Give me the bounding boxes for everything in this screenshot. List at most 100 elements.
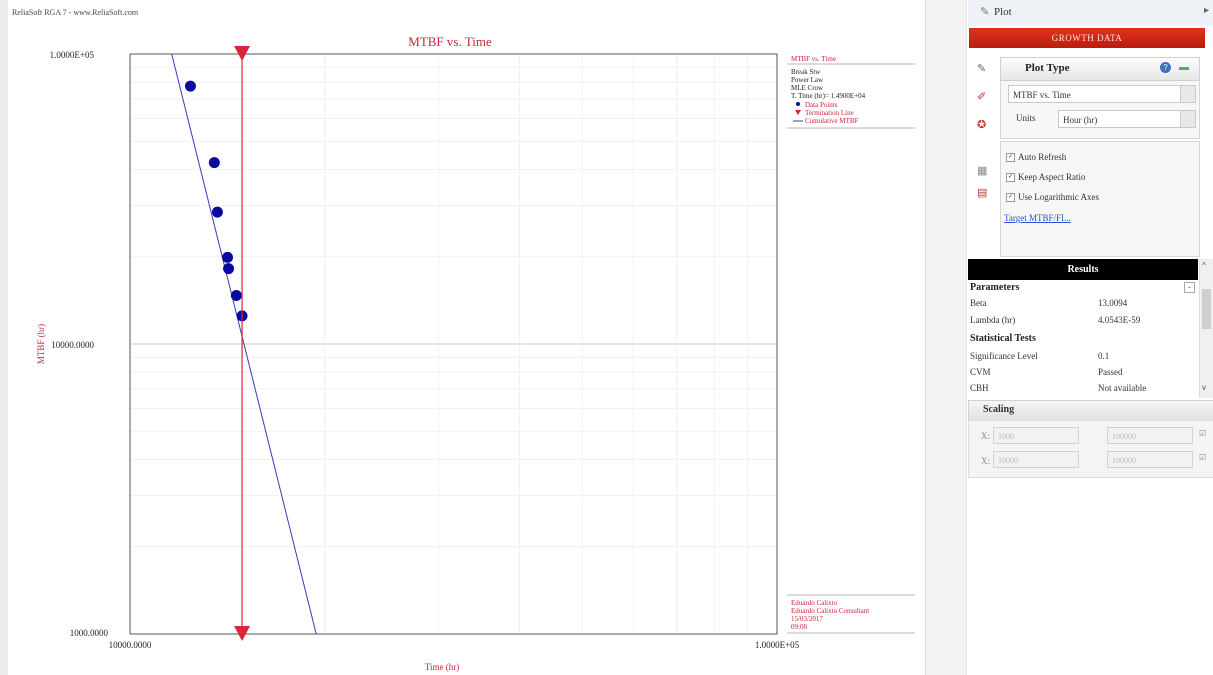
scaling-max-input[interactable]: 100000	[1107, 427, 1193, 444]
scaling-title: Scaling	[983, 404, 1015, 415]
termination-marker-top	[234, 46, 251, 61]
result-key: Beta	[970, 298, 987, 308]
edit-icon[interactable]: ✎	[977, 63, 987, 75]
collapse-icon[interactable]: ▬	[1179, 62, 1189, 73]
footer-line-3: 15/03/2017	[791, 615, 823, 623]
legend-termination-line: Termination Line	[805, 109, 854, 117]
keep-aspect-ratio-label: Keep Aspect Ratio	[1018, 172, 1086, 182]
results-scrollbar[interactable]: ^ v	[1199, 259, 1213, 398]
x-tick-right: 1.0000E+05	[755, 640, 800, 650]
plot-type-select[interactable]: MTBF vs. Time	[1008, 85, 1196, 103]
scaling-min-input[interactable]: 1000	[993, 427, 1079, 444]
legend-point-marker	[796, 102, 800, 106]
chart-title: MTBF vs. Time	[408, 34, 492, 49]
expand-icon[interactable]: -	[1184, 282, 1195, 293]
scaling-axis-label: X:	[981, 431, 990, 441]
plot-window: ReliaSoft RGA 7 - www.ReliaSoft.com MTBF…	[8, 0, 926, 675]
result-key: CBH	[970, 383, 989, 393]
plot-type-header[interactable]: Plot Type ? ▬	[1000, 57, 1200, 81]
chart-settings-icon[interactable]: ▤	[977, 187, 988, 199]
result-key: Lambda (hr)	[970, 315, 1016, 325]
y-tick-top: 1.0000E+05	[50, 50, 95, 60]
result-row-beta: Beta 13.0094	[968, 296, 1198, 312]
footer-line-2: Eduardo Calixto Consultant	[791, 607, 869, 615]
checkbox-check-icon[interactable]: ☑	[1199, 453, 1207, 462]
legend-cumulative-mtbf: Cumulative MTBF	[805, 117, 859, 125]
auto-refresh-label: Auto Refresh	[1018, 152, 1067, 162]
draw-icon[interactable]: ✐	[977, 91, 987, 103]
chevron-up-icon[interactable]: ^	[1202, 261, 1206, 270]
plot-type-title: Plot Type	[1025, 62, 1070, 74]
mtbf-chart[interactable]: MTBF vs. Time 1.0000E+05 10000.0000 1000…	[8, 0, 925, 675]
checkbox-check-icon: ✓	[1006, 193, 1015, 203]
scaling-panel: X: 1000 100000 ☑ X: 10000 100000 ☑	[968, 420, 1213, 478]
target-mtbf-link[interactable]: Target MTBF/FI...	[1004, 213, 1071, 223]
results-header: Results	[968, 259, 1198, 280]
chevron-down-icon[interactable]	[1180, 86, 1195, 102]
units-label: Units	[1016, 113, 1036, 123]
auto-refresh-checkbox[interactable]: ✓ Auto Refresh	[1006, 152, 1067, 163]
result-key: Significance Level	[970, 351, 1038, 361]
data-point[interactable]	[222, 251, 234, 263]
footer-line-4: 09:08	[791, 623, 807, 631]
grid	[130, 54, 777, 634]
scaling-max-input[interactable]: 100000	[1107, 451, 1193, 468]
checkbox-check-icon: ✓	[1006, 153, 1015, 163]
options-box	[1000, 141, 1200, 257]
result-key: CVM	[970, 367, 991, 377]
legend-line-1: Break Stw	[791, 68, 821, 76]
splitter[interactable]	[926, 0, 967, 675]
parameters-title: Parameters	[970, 282, 1020, 293]
result-row-cbh: CBH Not available	[968, 381, 1198, 397]
grid-icon[interactable]: ▦	[977, 165, 988, 177]
legend-data-points: Data Points	[805, 101, 838, 109]
result-value: 13.0094	[1098, 298, 1128, 308]
result-row-lambda: Lambda (hr) 4.0543E-59	[968, 313, 1198, 329]
pin-icon[interactable]: ▸	[1203, 5, 1209, 16]
panel-header-label: Plot	[994, 6, 1012, 18]
legend: MTBF vs. Time Break Stw Power Law MLE Cr…	[787, 55, 915, 129]
data-point[interactable]	[230, 289, 242, 301]
data-point[interactable]	[223, 263, 235, 275]
footer-line-1: Eduardo Calixto	[791, 599, 838, 607]
result-value: Not available	[1098, 383, 1147, 393]
result-value: 4.0543E-59	[1098, 315, 1141, 325]
keep-aspect-ratio-checkbox[interactable]: ✓ Keep Aspect Ratio	[1006, 172, 1086, 183]
scaling-header[interactable]: Scaling	[968, 400, 1213, 421]
legend-line-3: MLE Crow	[791, 84, 824, 92]
checkbox-check-icon: ✓	[1006, 173, 1015, 183]
data-point[interactable]	[211, 206, 223, 218]
results-panel: Parameters - Beta 13.0094 Lambda (hr) 4.…	[968, 280, 1198, 398]
y-tick-bottom: 1000.0000	[70, 628, 109, 638]
data-point[interactable]	[208, 157, 220, 169]
result-value: Passed	[1098, 367, 1123, 377]
units-value: Hour (hr)	[1063, 115, 1098, 125]
scaling-min-input[interactable]: 10000	[993, 451, 1079, 468]
x-tick-left: 10000.0000	[109, 640, 152, 650]
plot-type-value: MTBF vs. Time	[1013, 90, 1071, 100]
app-title: ReliaSoft RGA 7 - www.ReliaSoft.com	[12, 8, 139, 17]
y-axis-label: MTBF (hr)	[36, 324, 46, 364]
data-point[interactable]	[184, 80, 196, 92]
plot-area-frame	[129, 53, 778, 635]
log-axes-checkbox[interactable]: ✓ Use Logarithmic Axes	[1006, 192, 1099, 203]
statistical-tests-title: Statistical Tests	[970, 333, 1036, 344]
result-row-cvm: CVM Passed	[968, 365, 1198, 381]
result-row-significance: Significance Level 0.1	[968, 349, 1198, 365]
footer-info: Eduardo Calixto Eduardo Calixto Consulta…	[787, 594, 915, 634]
y-tick-mid: 10000.0000	[51, 340, 94, 350]
chevron-down-icon[interactable]	[1180, 111, 1195, 127]
checkbox-check-icon[interactable]: ☑	[1199, 429, 1207, 438]
chevron-down-icon[interactable]: v	[1202, 383, 1206, 392]
panel-header: ✎ Plot ▸	[968, 0, 1213, 26]
pencil-icon: ✎	[980, 6, 990, 18]
cumulative-mtbf-line	[171, 54, 317, 634]
legend-title: MTBF vs. Time	[791, 55, 836, 63]
units-select[interactable]: Hour (hr)	[1058, 110, 1196, 128]
target-icon[interactable]: ✪	[977, 119, 987, 131]
scrollbar-thumb[interactable]	[1202, 289, 1211, 329]
growth-data-tab[interactable]: GROWTH DATA	[969, 28, 1205, 48]
legend-termination-marker	[795, 110, 801, 115]
help-icon[interactable]: ?	[1160, 62, 1171, 73]
scaling-axis-label: X:	[981, 456, 990, 466]
